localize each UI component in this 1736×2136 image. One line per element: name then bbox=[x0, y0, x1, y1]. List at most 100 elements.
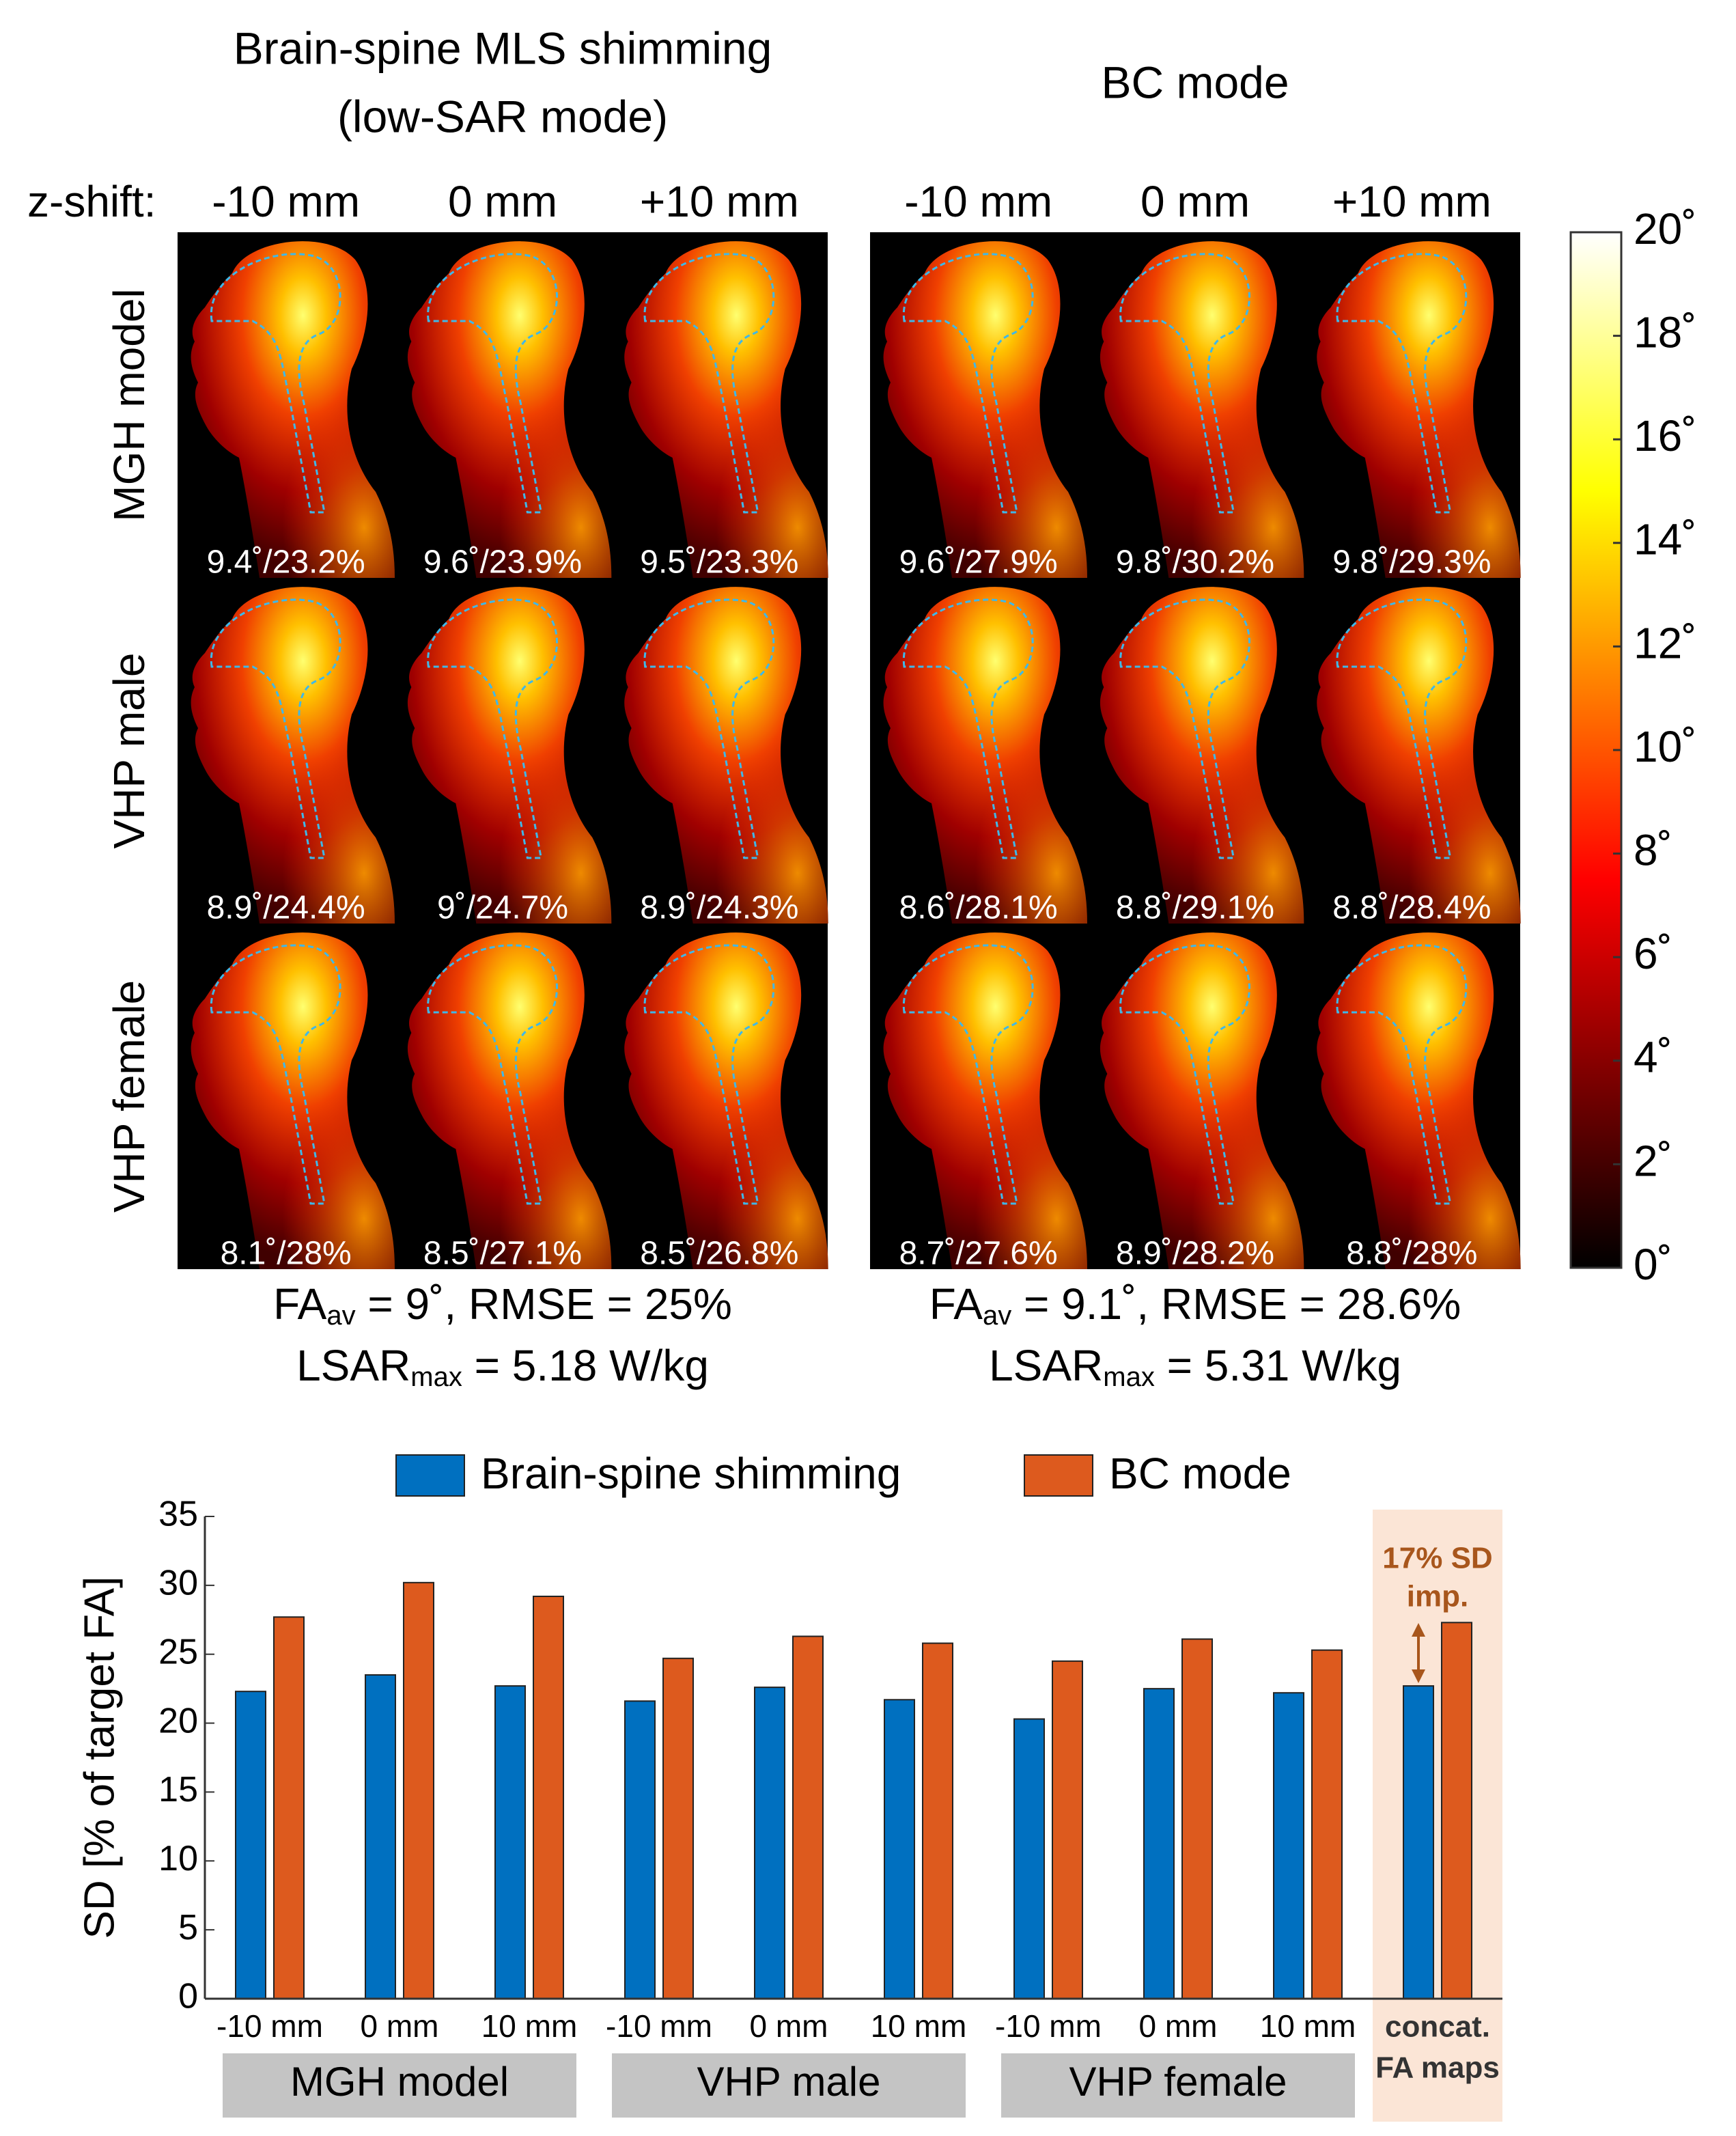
group-label: FA maps bbox=[1375, 2051, 1500, 2085]
z-shift-label: 0 mm bbox=[1140, 177, 1250, 226]
bar bbox=[624, 1700, 656, 1999]
bar bbox=[922, 1642, 953, 1999]
group-label: MGH model bbox=[290, 2059, 509, 2105]
group-box bbox=[612, 2053, 966, 2118]
bar bbox=[403, 1581, 434, 1999]
colorbar bbox=[1569, 231, 1623, 1269]
summary-main: LSAR bbox=[989, 1341, 1103, 1390]
summary-sub: av bbox=[983, 1301, 1011, 1331]
map-label: 9.6˚/27.9% bbox=[899, 544, 1058, 581]
row-label: MGH model bbox=[104, 288, 154, 521]
z-shift-label: +10 mm bbox=[1332, 177, 1492, 226]
panel-title: (low-SAR mode) bbox=[337, 91, 668, 141]
x-tick-label: 10 mm bbox=[1260, 2008, 1356, 2044]
map-label: 9.5˚/23.3% bbox=[640, 544, 798, 581]
x-tick-label: -10 mm bbox=[995, 2008, 1102, 2044]
bar bbox=[273, 1616, 305, 2000]
bar bbox=[533, 1595, 564, 2000]
panel-title: BC mode bbox=[1101, 57, 1289, 107]
summary-sub: av bbox=[326, 1301, 355, 1331]
bar bbox=[235, 1691, 266, 2000]
summary-text: FAav = 9˚, RMSE = 25% bbox=[273, 1279, 732, 1331]
x-tick-label: concat. bbox=[1385, 2010, 1490, 2044]
map-label: 8.1˚/28% bbox=[221, 1236, 352, 1272]
bar bbox=[1273, 1692, 1304, 2000]
row-label: VHP male bbox=[104, 653, 154, 849]
z-shift-label: -10 mm bbox=[212, 177, 360, 226]
bar bbox=[494, 1685, 526, 2000]
summary-main: FA bbox=[273, 1279, 327, 1329]
summary-rest: = 9.1˚, RMSE = 28.6% bbox=[1011, 1279, 1461, 1329]
y-tick-label: 5 bbox=[178, 1908, 198, 1947]
colorbar-tick-label: 8˚ bbox=[1634, 826, 1672, 875]
bar bbox=[365, 1674, 396, 1999]
legend-swatch bbox=[1024, 1454, 1093, 1497]
x-tick-label: 10 mm bbox=[871, 2008, 967, 2044]
y-tick-label: 35 bbox=[158, 1495, 198, 1534]
summary-sub: max bbox=[1103, 1362, 1155, 1392]
x-tick-label: -10 mm bbox=[606, 2008, 712, 2044]
summary-sub: max bbox=[410, 1362, 462, 1392]
colorbar-tick-label: 0˚ bbox=[1634, 1240, 1672, 1289]
bar bbox=[662, 1657, 694, 1999]
z-shift-title: z-shift: bbox=[27, 177, 156, 226]
group-box bbox=[1001, 2053, 1355, 2118]
colorbar-tick-label: 16˚ bbox=[1634, 411, 1697, 460]
map-label: 9˚/24.7% bbox=[437, 890, 568, 926]
annotation: imp. bbox=[1407, 1580, 1468, 1613]
colorbar-tick-label: 10˚ bbox=[1634, 722, 1697, 771]
x-tick-label: -10 mm bbox=[216, 2008, 323, 2044]
bar bbox=[1181, 1638, 1213, 1999]
group-box bbox=[223, 2053, 576, 2118]
map-label: 8.8˚/29.1% bbox=[1116, 890, 1274, 926]
map-label: 8.9˚/24.3% bbox=[640, 890, 798, 926]
colorbar-tick-label: 20˚ bbox=[1634, 204, 1697, 253]
panel-title: Brain-spine MLS shimming bbox=[234, 23, 772, 73]
z-shift-label: +10 mm bbox=[640, 177, 799, 226]
colorbar-tick-label: 12˚ bbox=[1634, 618, 1697, 667]
row-label: VHP female bbox=[104, 980, 154, 1212]
bar bbox=[1311, 1649, 1343, 1999]
bar bbox=[1403, 1685, 1434, 2000]
z-shift-label: 0 mm bbox=[448, 177, 557, 226]
map-label: 8.8˚/28.4% bbox=[1332, 890, 1491, 926]
y-tick-label: 10 bbox=[158, 1839, 198, 1878]
y-tick-label: 20 bbox=[158, 1701, 198, 1740]
colorbar-tick-label: 4˚ bbox=[1634, 1033, 1672, 1082]
map-label: 8.5˚/27.1% bbox=[423, 1236, 582, 1272]
bar bbox=[754, 1687, 785, 2000]
summary-main: LSAR bbox=[296, 1341, 410, 1390]
x-tick-label: 0 mm bbox=[750, 2008, 828, 2044]
summary-text: LSARmax = 5.18 W/kg bbox=[296, 1341, 709, 1392]
y-tick-label: 0 bbox=[178, 1977, 198, 2016]
group-label: VHP female bbox=[1069, 2059, 1287, 2105]
map-label: 9.8˚/29.3% bbox=[1332, 544, 1491, 581]
map-label: 8.8˚/28% bbox=[1346, 1236, 1477, 1272]
bar bbox=[1013, 1718, 1045, 2000]
summary-text: FAav = 9.1˚, RMSE = 28.6% bbox=[929, 1279, 1461, 1331]
x-tick-label: 10 mm bbox=[481, 2008, 578, 2044]
bar bbox=[1143, 1688, 1175, 1999]
summary-rest: = 5.18 W/kg bbox=[462, 1341, 709, 1390]
summary-main: FA bbox=[929, 1279, 983, 1329]
z-shift-label: -10 mm bbox=[904, 177, 1052, 226]
group-label: VHP male bbox=[697, 2059, 880, 2105]
summary-rest: = 5.31 W/kg bbox=[1155, 1341, 1401, 1390]
map-label: 9.6˚/23.9% bbox=[423, 544, 582, 581]
bar bbox=[1052, 1660, 1083, 2000]
map-label: 8.6˚/28.1% bbox=[899, 890, 1058, 926]
annotation-arrowhead bbox=[1412, 1623, 1425, 1683]
map-label: 9.8˚/30.2% bbox=[1116, 544, 1274, 581]
y-tick-label: 30 bbox=[158, 1564, 198, 1603]
y-tick-label: 25 bbox=[158, 1632, 198, 1672]
bar bbox=[792, 1635, 824, 1999]
map-label: 8.5˚/26.8% bbox=[640, 1236, 798, 1272]
annotation: 17% SD bbox=[1382, 1542, 1492, 1575]
x-tick-label: 0 mm bbox=[361, 2008, 439, 2044]
colorbar-tick-label: 6˚ bbox=[1634, 929, 1672, 978]
map-label: 8.7˚/27.6% bbox=[899, 1236, 1058, 1272]
legend-label: BC mode bbox=[1109, 1449, 1291, 1498]
map-label: 9.4˚/23.2% bbox=[207, 544, 365, 581]
bar bbox=[884, 1699, 915, 2000]
